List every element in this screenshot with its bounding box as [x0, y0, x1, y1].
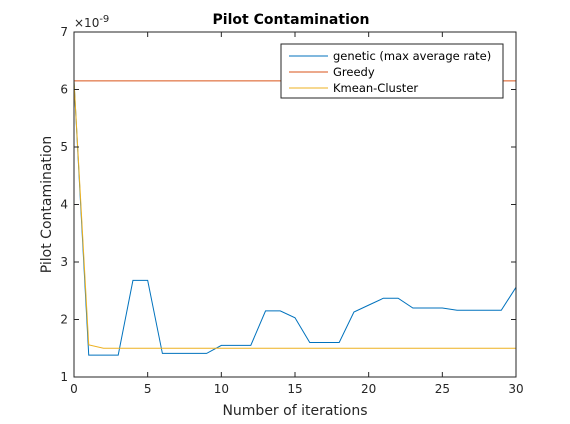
legend: genetic (max average rate) Greedy Kmean-…: [280, 43, 504, 99]
legend-label-kmean: Kmean-Cluster: [333, 81, 418, 95]
y-tick-label: 4: [60, 198, 68, 212]
y-tick-label: 1: [60, 370, 68, 384]
x-axis-label: Number of iterations: [222, 403, 367, 419]
legend-label-genetic: genetic (max average rate): [333, 49, 491, 63]
y-tick-label: 2: [60, 313, 68, 327]
x-tick-label: 5: [144, 382, 152, 396]
y-tick-label: 3: [60, 255, 68, 269]
y-tick-label: 6: [60, 83, 68, 97]
chart-title: Pilot Contamination: [213, 12, 370, 28]
x-tick-label: 15: [287, 382, 302, 396]
y-tick-label: 7: [60, 25, 68, 39]
x-tick-label: 30: [508, 382, 523, 396]
x-tick-label: 0: [70, 382, 78, 396]
legend-box: [280, 43, 504, 99]
series-line-kmean-cluster: [73, 80, 516, 349]
x-tick-label: 10: [214, 382, 229, 396]
series-line-genetic-max-average-rate: [73, 80, 517, 356]
y-axis-label: Pilot Contamination: [39, 136, 55, 274]
y-exponent-label: ×10-9: [74, 14, 109, 30]
ticks-layer: 0 5 10 15 20 25 30 1 2 3 4 5 6 7: [60, 25, 523, 396]
y-tick-label: 5: [60, 140, 68, 154]
legend-label-greedy: Greedy: [333, 65, 375, 79]
x-tick-label: 20: [361, 382, 376, 396]
x-tick-label: 25: [435, 382, 450, 396]
